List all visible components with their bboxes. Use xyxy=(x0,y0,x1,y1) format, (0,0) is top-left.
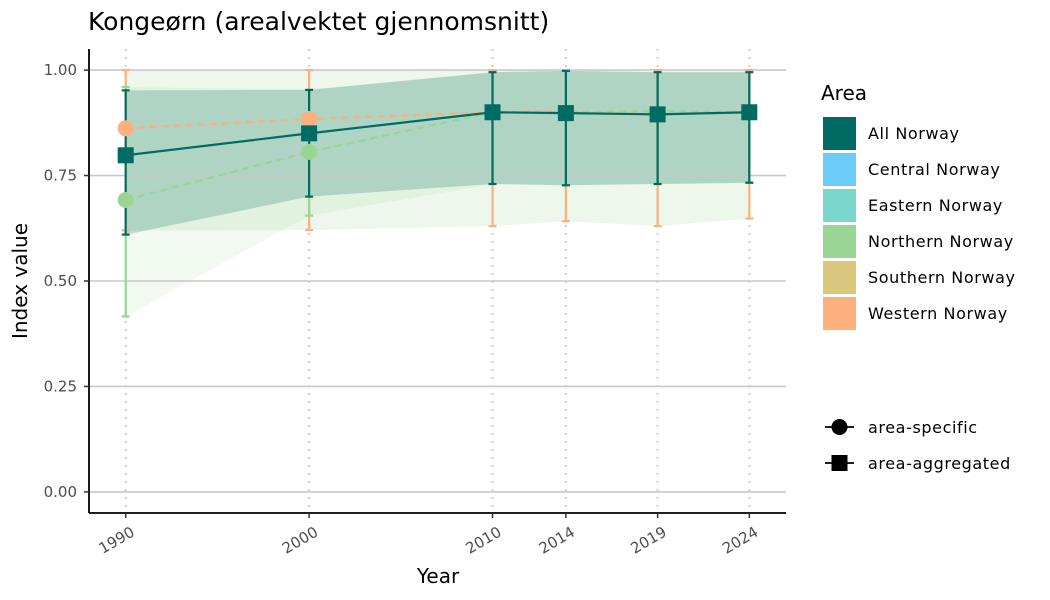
legend-label-western-norway: Western Norway xyxy=(868,304,1008,323)
legend-swatch-eastern-norway xyxy=(823,189,856,222)
legend-shape-area-specific xyxy=(831,419,848,435)
legend-swatch-southern-norway xyxy=(823,261,856,294)
point-western-norway-1990 xyxy=(117,120,134,137)
legend-shape-area-aggregated xyxy=(831,455,848,471)
point-all-norway-2024 xyxy=(741,104,758,121)
y-tick-label-0.25: 0.25 xyxy=(44,377,77,395)
y-tick-label-0.75: 0.75 xyxy=(44,167,77,185)
point-all-norway-1990 xyxy=(117,147,134,164)
legend-swatch-central-norway xyxy=(823,153,856,186)
point-all-norway-2000 xyxy=(301,125,318,142)
legend-swatch-northern-norway xyxy=(823,225,856,258)
x-tick-label-2024: 2024 xyxy=(719,523,761,558)
point-all-norway-2019 xyxy=(649,106,666,123)
y-tick-label-1.00: 1.00 xyxy=(44,61,77,79)
band-northern-norway xyxy=(125,70,750,317)
legend-label-northern-norway: Northern Norway xyxy=(868,232,1014,251)
line-all-norway xyxy=(125,111,750,157)
legend-label-eastern-norway: Eastern Norway xyxy=(868,196,1003,215)
series-lines xyxy=(125,109,750,202)
legend-label-all-norway: All Norway xyxy=(868,124,960,143)
point-northern-norway-2000 xyxy=(301,143,318,160)
x-tick-label-1990: 1990 xyxy=(96,523,138,558)
point-northern-norway-1990 xyxy=(117,192,134,209)
legend: All Norway Central Norway Eastern Norway No… xyxy=(823,117,1016,473)
legend-swatch-all-norway xyxy=(823,117,856,150)
point-all-norway-2010 xyxy=(484,104,501,121)
x-tick-label-2014: 2014 xyxy=(536,523,578,558)
axes xyxy=(84,49,786,518)
legend-label-southern-norway: Southern Norway xyxy=(868,268,1016,287)
legend-swatch-western-norway xyxy=(823,297,856,330)
point-western-norway-2000 xyxy=(301,111,318,128)
y-axis-title: Index value xyxy=(8,223,32,339)
y-tick-label-0.00: 0.00 xyxy=(44,483,77,501)
band-western-norway xyxy=(125,70,750,231)
legend-label-area-specific: area-specific xyxy=(868,418,978,437)
x-tick-label-2019: 2019 xyxy=(628,523,670,558)
legend-label-central-norway: Central Norway xyxy=(868,160,1000,179)
data-points xyxy=(117,104,758,209)
x-tick-label-2000: 2000 xyxy=(279,523,321,558)
y-tick-label-0.50: 0.50 xyxy=(44,272,77,290)
chart-title: Kongeørn (arealvektet gjennomsnitt) xyxy=(88,7,549,36)
x-tick-label-2010: 2010 xyxy=(462,523,504,558)
point-all-norway-2014 xyxy=(557,105,574,122)
legend-label-area-aggregated: area-aggregated xyxy=(868,454,1011,473)
x-axis-title: Year xyxy=(416,564,460,588)
legend-title: Area xyxy=(821,81,867,105)
